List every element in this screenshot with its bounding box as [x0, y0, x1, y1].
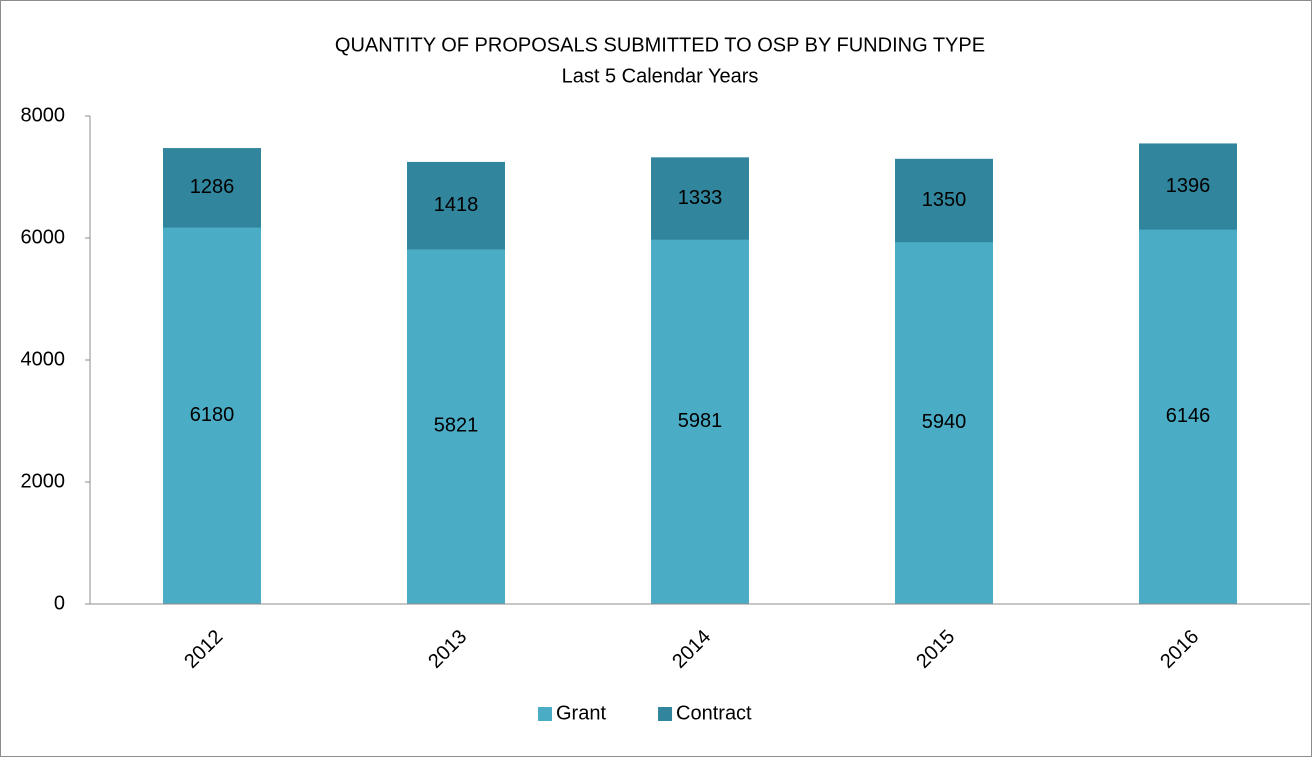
data-label: 1418: [434, 194, 479, 216]
y-tick-label: 6000: [21, 226, 66, 248]
legend-swatch: [658, 707, 673, 721]
data-label: 5981: [678, 410, 723, 432]
y-tick-label: 8000: [21, 104, 66, 126]
y-tick-label: 2000: [21, 470, 66, 492]
legend-label: Contract: [676, 702, 752, 724]
data-label: 1286: [190, 176, 235, 198]
data-label: 1350: [922, 189, 967, 211]
bar-segment: [163, 226, 261, 605]
data-label: 6146: [1166, 405, 1211, 427]
data-label: 5940: [922, 411, 967, 433]
bar-segment: [1139, 143, 1237, 230]
legend-label: Grant: [556, 702, 606, 724]
data-label: 6180: [190, 404, 235, 426]
y-tick-label: 0: [54, 592, 65, 614]
chart-subtitle: Last 5 Calendar Years: [562, 65, 759, 87]
bar-segment: [895, 241, 993, 605]
bar-segment: [163, 148, 261, 228]
data-label: 1333: [678, 187, 723, 209]
bar-segment: [895, 158, 993, 243]
legend-swatch: [538, 707, 552, 721]
bar-segment: [407, 161, 505, 250]
data-label: 1396: [1166, 175, 1211, 197]
data-label: 5821: [434, 415, 479, 437]
bar-segment: [651, 157, 749, 240]
chart-title: QUANTITY OF PROPOSALS SUBMITTED TO OSP B…: [335, 34, 985, 56]
bar-segment: [1139, 228, 1237, 605]
y-tick-label: 4000: [21, 348, 66, 370]
